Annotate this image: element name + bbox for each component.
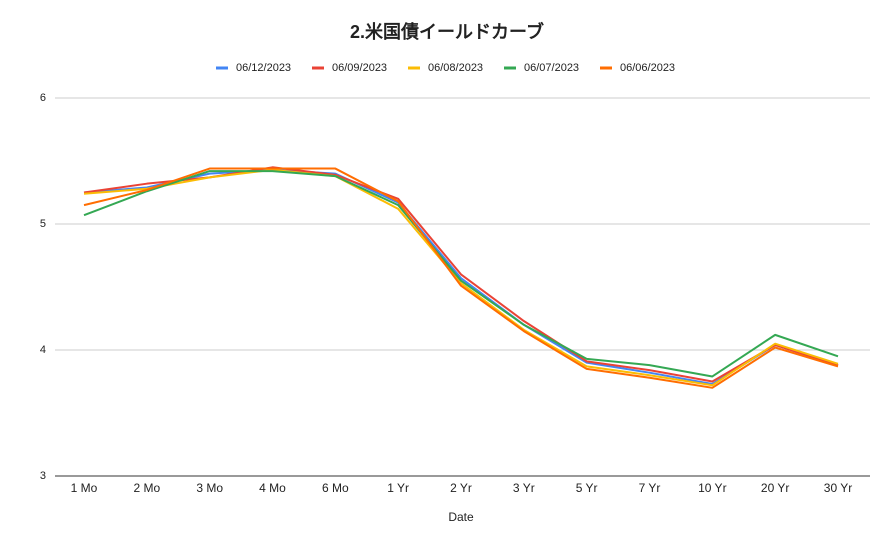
x-tick-label: 20 Yr <box>761 481 789 495</box>
x-tick-label: 7 Yr <box>639 481 661 495</box>
x-tick-label: 30 Yr <box>824 481 852 495</box>
y-tick-label: 3 <box>40 470 46 482</box>
legend-label: 06/07/2023 <box>524 62 579 74</box>
y-tick-label: 5 <box>40 218 46 230</box>
y-tick-label: 4 <box>40 344 46 356</box>
x-tick-label: 3 Mo <box>196 481 223 495</box>
legend-label: 06/08/2023 <box>428 62 483 74</box>
x-tick-label: 3 Yr <box>513 481 535 495</box>
legend-label: 06/06/2023 <box>620 62 675 74</box>
x-tick-label: 1 Mo <box>71 481 98 495</box>
chart-title: 2.米国債イールドカーブ <box>350 21 544 42</box>
x-tick-label: 4 Mo <box>259 481 286 495</box>
series-line <box>83 166 839 383</box>
series-line <box>83 168 839 386</box>
x-tick-label: 2 Mo <box>133 481 160 495</box>
x-tick-label: 5 Yr <box>576 481 598 495</box>
x-tick-label: 2 Yr <box>450 481 472 495</box>
x-tick-label: 10 Yr <box>698 481 726 495</box>
x-tick-label: 6 Mo <box>322 481 349 495</box>
x-axis-label: Date <box>448 510 474 524</box>
series-line <box>83 168 839 387</box>
x-tick-label: 1 Yr <box>387 481 409 495</box>
series-line <box>83 170 839 378</box>
series-line <box>83 167 839 389</box>
legend-label: 06/09/2023 <box>332 62 387 74</box>
y-tick-label: 6 <box>40 92 46 104</box>
legend-label: 06/12/2023 <box>236 62 291 74</box>
